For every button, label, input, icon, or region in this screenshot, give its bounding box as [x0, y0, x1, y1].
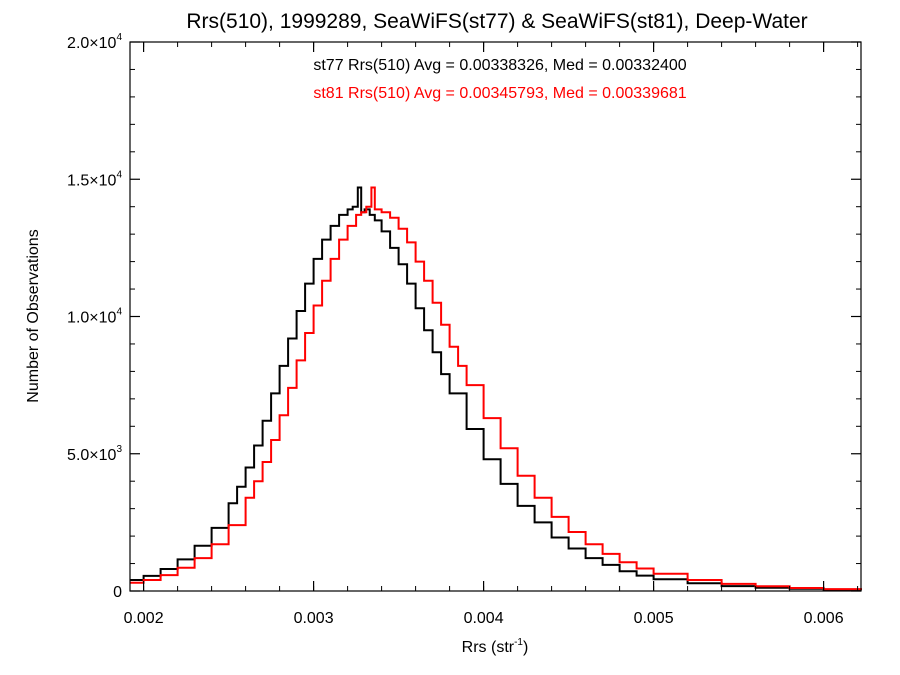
x-tick-label-3: 0.005	[634, 610, 674, 627]
y-tick-label-mantissa: 1.0×10	[67, 310, 116, 327]
x-tick-label-1: 0.003	[294, 610, 334, 627]
annotation-st77: st77 Rrs(510) Avg = 0.00338326, Med = 0.…	[313, 57, 686, 74]
y-tick-label-0: 0	[113, 584, 122, 601]
series-0-line	[130, 186, 862, 591]
y-tick-label-exponent: 4	[116, 307, 122, 318]
y-tick-label-mantissa: 2.0×10	[67, 35, 116, 52]
y-tick-label-1: 5.0×103	[67, 444, 122, 464]
x-axis-label: Rrs (str-1)	[462, 637, 529, 656]
x-axis-label-main: Rrs (str	[462, 639, 515, 656]
y-tick-label-4: 2.0×104	[67, 32, 122, 52]
x-axis-label-close: )	[523, 639, 528, 656]
x-tick-label-2: 0.004	[464, 610, 504, 627]
y-tick-label-3: 1.5×104	[67, 169, 122, 189]
y-tick-label-exponent: 4	[116, 169, 122, 180]
y-tick-label-2: 1.0×104	[67, 307, 122, 327]
plot-frame	[129, 41, 862, 592]
y-tick-label-mantissa: 5.0×10	[67, 447, 116, 464]
y-axis-label: Number of Observations	[25, 229, 42, 402]
y-tick-label-exponent: 4	[116, 32, 122, 43]
x-tick-label-0: 0.002	[124, 610, 164, 627]
x-tick-label-4: 0.006	[804, 610, 844, 627]
series-1-line	[130, 186, 862, 591]
x-axis-label-superscript: -1	[514, 637, 523, 648]
y-tick-label-mantissa: 0	[113, 584, 122, 601]
y-tick-label-exponent: 3	[116, 444, 122, 455]
chart-title: Rrs(510), 1999289, SeaWiFS(st77) & SeaWi…	[186, 10, 807, 33]
series-layer	[130, 186, 862, 591]
ticks-layer: 0.002 0.003 0.004 0.005 0.00605.0×1031.0×104…	[67, 32, 861, 627]
annotation-st81: st81 Rrs(510) Avg = 0.00345793, Med = 0.…	[313, 85, 686, 102]
y-tick-label-mantissa: 1.5×10	[67, 172, 116, 189]
